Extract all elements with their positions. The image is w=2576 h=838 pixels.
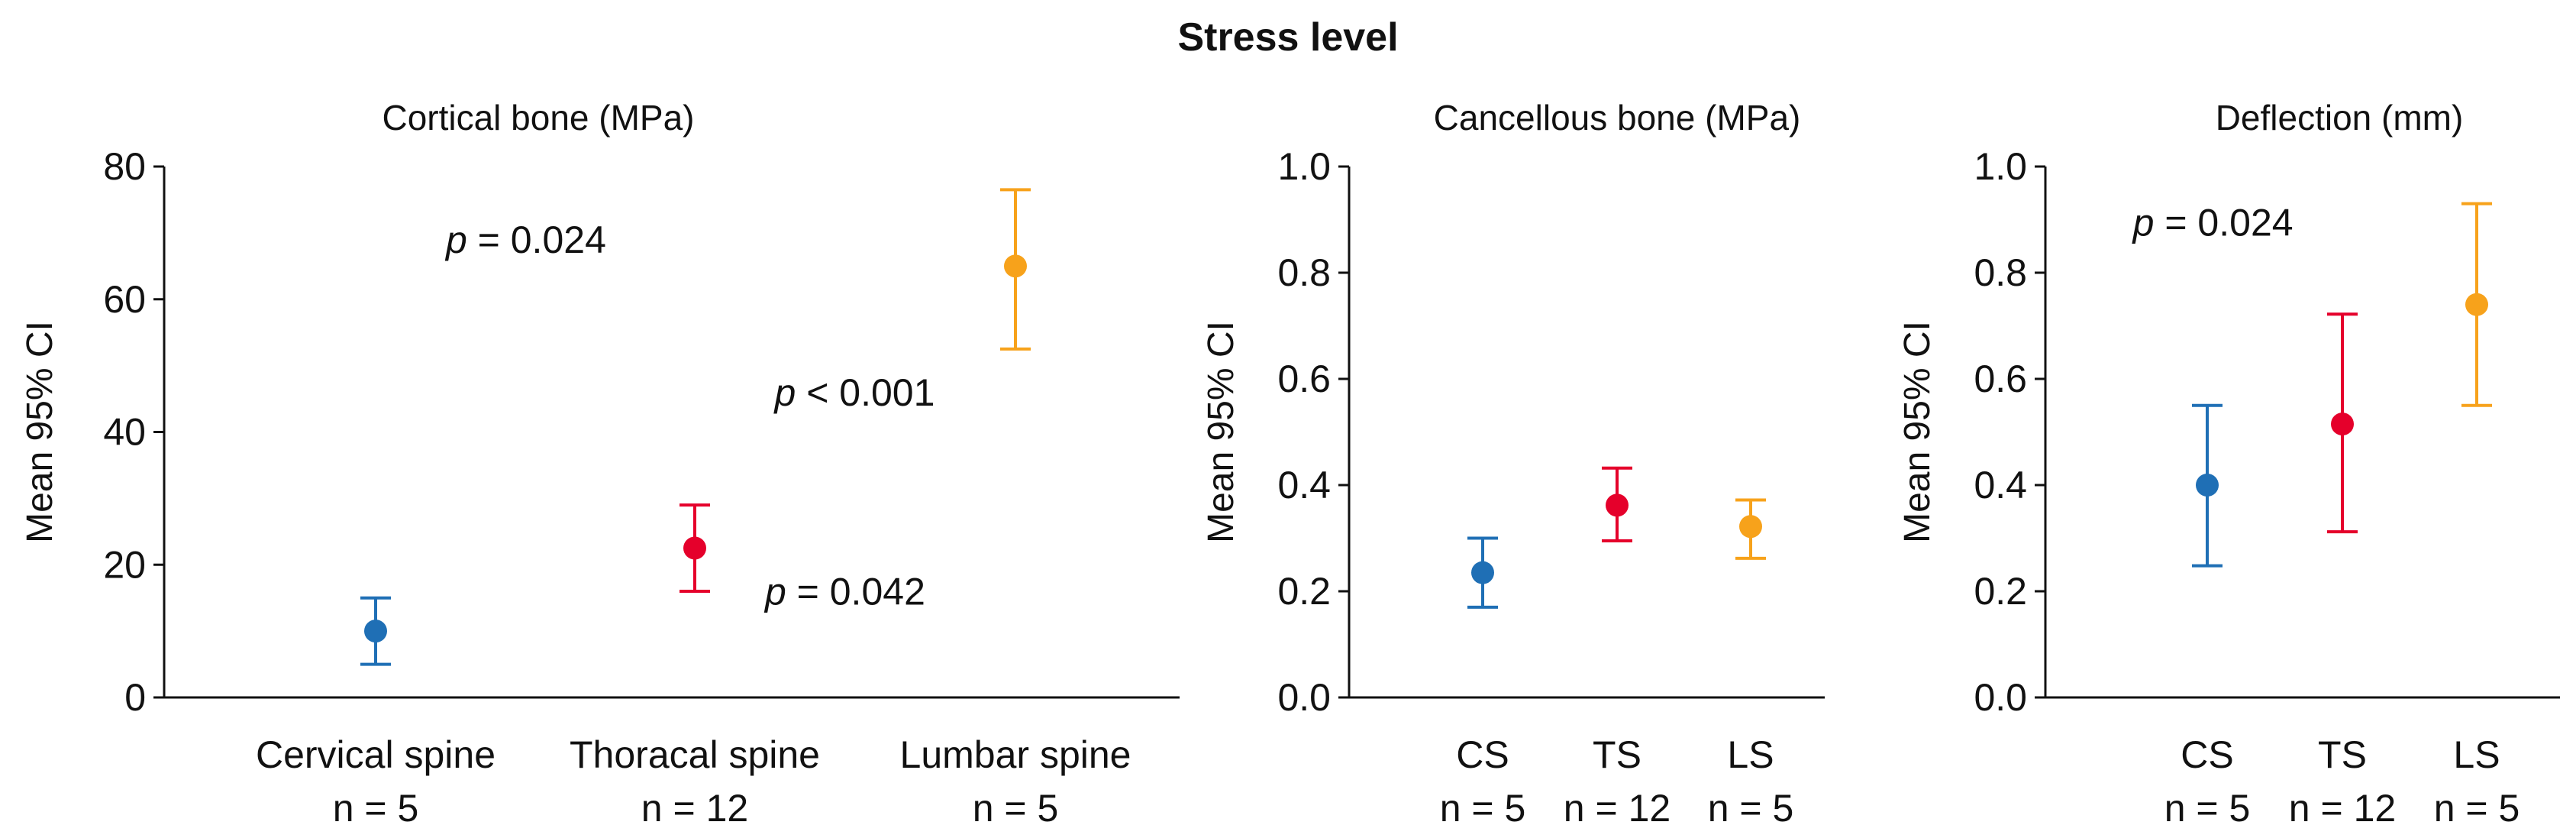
p-symbol: p <box>2132 201 2155 244</box>
mean-point <box>2196 474 2219 497</box>
category-label: CS <box>2181 733 2233 776</box>
category-label: CS <box>1456 733 1509 776</box>
y-tick-label: 0.4 <box>1974 464 2027 506</box>
y-tick-label: 0 <box>124 676 146 719</box>
count-label: n = 12 <box>2289 787 2396 830</box>
y-tick-label: 60 <box>103 278 146 321</box>
panel-title: Deflection (mm) <box>2216 98 2464 138</box>
y-tick-label: 1.0 <box>1277 145 1331 188</box>
count-label: n = 5 <box>333 787 419 830</box>
y-tick-label: 0.6 <box>1974 358 2027 400</box>
panel-1: Cortical bone (MPa) Mean 95% CI 0 20 40 60 80 C… <box>20 98 1180 830</box>
y-tick-label: 0.0 <box>1277 676 1331 719</box>
y-axis-label: Mean 95% CI <box>1897 321 1938 543</box>
category-label: TS <box>2318 733 2367 776</box>
y-axis-label: Mean 95% CI <box>20 321 60 543</box>
mean-point <box>2465 293 2488 316</box>
p-symbol: p <box>773 371 796 414</box>
y-tick-label: 0.4 <box>1277 464 1331 506</box>
p-value-annotation: p = 0.042 <box>763 570 925 613</box>
y-tick-label: 0.8 <box>1974 251 2027 294</box>
mean-point <box>1471 561 1494 584</box>
y-tick-label: 20 <box>103 543 146 586</box>
count-label: n = 5 <box>2434 787 2520 830</box>
category-label: Lumbar spine <box>900 733 1131 776</box>
p-value-text: = 0.024 <box>2154 201 2293 244</box>
figure-title: Stress level <box>1177 15 1398 60</box>
mean-point <box>2331 413 2354 436</box>
y-tick-label: 80 <box>103 145 146 188</box>
category-label: Thoracal spine <box>570 733 820 776</box>
y-tick-label: 0.6 <box>1277 358 1331 400</box>
count-label: n = 12 <box>641 787 748 830</box>
p-value-text: = 0.042 <box>786 570 925 613</box>
count-label: n = 5 <box>1440 787 1526 830</box>
p-symbol: p <box>444 218 467 261</box>
panel-3: Deflection (mm) Mean 95% CI 0.0 0.2 0.4 0.6 0.… <box>1897 98 2560 830</box>
mean-point <box>1606 493 1629 517</box>
mean-point <box>683 536 706 560</box>
count-label: n = 5 <box>1708 787 1794 830</box>
p-value-text: < 0.001 <box>796 371 935 414</box>
y-tick-label: 0.0 <box>1974 676 2027 719</box>
category-label: Cervical spine <box>256 733 496 776</box>
p-value-annotation: p = 0.024 <box>444 218 606 261</box>
panel-title: Cortical bone (MPa) <box>382 98 694 138</box>
count-label: n = 5 <box>2164 787 2251 830</box>
mean-point <box>1739 515 1762 539</box>
y-axis-label: Mean 95% CI <box>1201 321 1241 543</box>
category-label: LS <box>2453 733 2500 776</box>
p-value-text: = 0.024 <box>467 218 606 261</box>
y-tick-label: 0.8 <box>1277 251 1331 294</box>
p-symbol: p <box>763 570 786 613</box>
p-value-annotation: p < 0.001 <box>773 371 935 414</box>
category-label: TS <box>1593 733 1641 776</box>
count-label: n = 5 <box>973 787 1059 830</box>
y-tick-label: 1.0 <box>1974 145 2027 188</box>
panel-title: Cancellous bone (MPa) <box>1434 98 1801 138</box>
p-value-annotation: p = 0.024 <box>2132 201 2294 244</box>
y-tick-label: 40 <box>103 411 146 454</box>
category-label: LS <box>1727 733 1774 776</box>
mean-point <box>1004 254 1027 278</box>
count-label: n = 12 <box>1564 787 1671 830</box>
chart-panels: Cortical bone (MPa) Mean 95% CI 0 20 40 60 80 C… <box>20 98 2560 830</box>
y-tick-label: 0.2 <box>1974 570 2027 613</box>
y-tick-label: 0.2 <box>1277 570 1331 613</box>
mean-point <box>364 620 387 643</box>
panel-2: Cancellous bone (MPa) Mean 95% CI 0.0 0.2 0.… <box>1201 98 1825 830</box>
